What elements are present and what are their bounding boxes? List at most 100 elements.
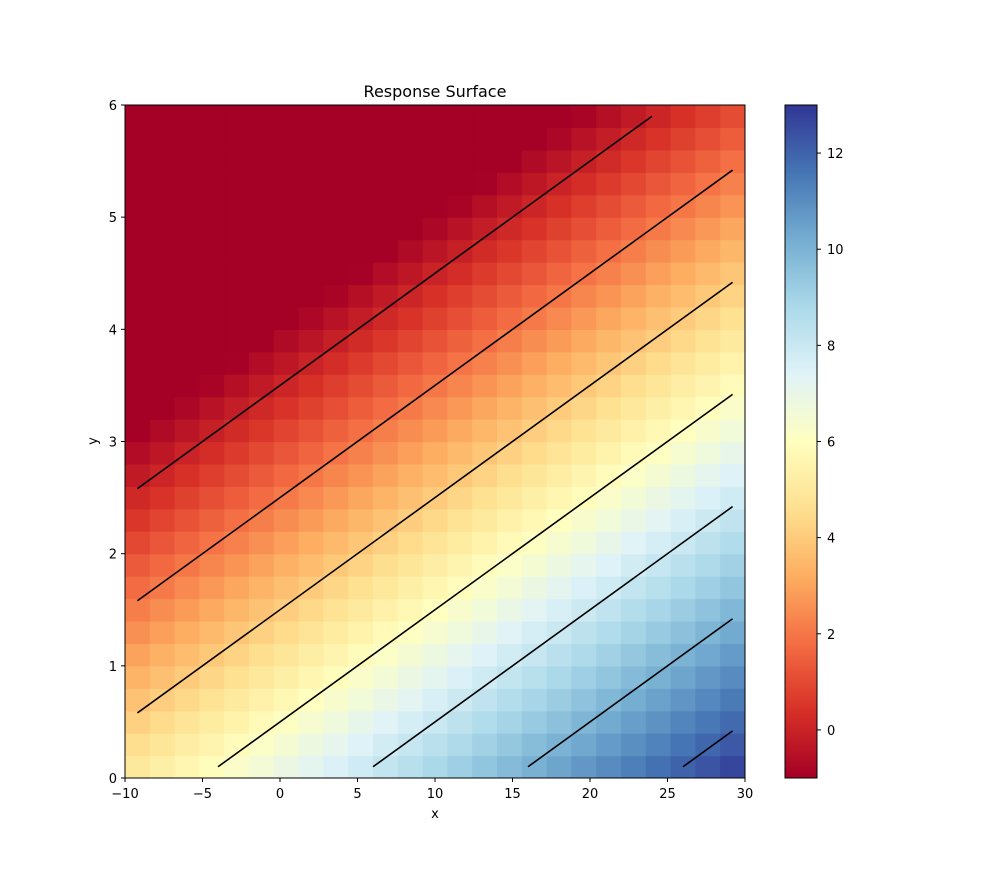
heatmap-cell: [546, 262, 572, 286]
heatmap-cell: [149, 710, 176, 734]
heatmap-cell: [645, 127, 672, 151]
heatmap-cell: [125, 710, 151, 734]
heatmap-cell: [447, 688, 473, 712]
heatmap-cell: [249, 239, 275, 263]
heatmap-cell: [447, 351, 473, 375]
heatmap-cell: [670, 665, 696, 689]
heatmap-cell: [571, 688, 597, 712]
heatmap-cell: [472, 576, 498, 600]
heatmap-cell: [397, 374, 424, 398]
heatmap-cell: [373, 486, 399, 510]
heatmap-cell: [521, 576, 548, 600]
heatmap-cell: [670, 441, 696, 465]
heatmap-cell: [323, 306, 349, 330]
heatmap-cell: [546, 306, 572, 330]
heatmap-cell: [521, 396, 548, 420]
heatmap-cell: [447, 755, 473, 778]
heatmap-cell: [621, 172, 647, 196]
heatmap-cell: [224, 710, 250, 734]
heatmap-cell: [447, 262, 473, 286]
heatmap-cell: [521, 486, 548, 510]
heatmap-cell: [720, 194, 745, 218]
heatmap-cell: [149, 262, 176, 286]
heatmap-cell: [695, 576, 721, 600]
heatmap-cell: [621, 733, 647, 757]
heatmap-cell: [621, 688, 647, 712]
heatmap-cell: [621, 531, 647, 555]
heatmap-cell: [199, 643, 225, 667]
heatmap-cell: [621, 710, 647, 734]
heatmap-cell: [174, 419, 200, 443]
heatmap-cell: [497, 351, 523, 375]
heatmap-cell: [695, 374, 721, 398]
heatmap-cell: [472, 149, 498, 173]
heatmap-cell: [447, 329, 473, 353]
x-axis-label: x: [431, 807, 439, 822]
heatmap-cell: [373, 733, 399, 757]
heatmap-cell: [373, 194, 399, 218]
x-tick-label: 20: [582, 787, 599, 802]
heatmap-cell: [546, 643, 572, 667]
heatmap-cell: [447, 576, 473, 600]
x-axis: −10 −5 0 5 10 15 20 25 30: [111, 778, 753, 802]
heatmap-cell: [497, 643, 523, 667]
heatmap-cell: [249, 643, 275, 667]
heatmap-cell: [397, 105, 424, 129]
heatmap-cell: [596, 374, 622, 398]
heatmap-cell: [397, 531, 424, 555]
heatmap-cell: [670, 149, 696, 173]
heatmap-cell: [521, 441, 548, 465]
heatmap-cell: [472, 374, 498, 398]
heatmap-cell: [125, 172, 151, 196]
heatmap-cell: [670, 329, 696, 353]
heatmap-cell: [497, 172, 523, 196]
heatmap-cell: [174, 598, 200, 622]
heatmap-cell: [645, 329, 672, 353]
heatmap-cell: [447, 665, 473, 689]
heatmap-cell: [472, 351, 498, 375]
heatmap-cell: [249, 486, 275, 510]
heatmap-cell: [596, 688, 622, 712]
heatmap-cell: [695, 553, 721, 577]
heatmap-cell: [695, 149, 721, 173]
heatmap-cell: [373, 755, 399, 778]
heatmap-cell: [174, 239, 200, 263]
heatmap-cell: [249, 508, 275, 532]
heatmap-cell: [720, 665, 745, 689]
heatmap-cell: [645, 486, 672, 510]
heatmap-cell: [199, 508, 225, 532]
contour-lines: [136, 115, 734, 768]
heatmap-cell: [249, 598, 275, 622]
heatmap-cell: [348, 127, 374, 151]
heatmap-cell: [125, 329, 151, 353]
heatmap-cell: [149, 284, 176, 308]
heatmap-cell: [546, 105, 572, 129]
heatmap-cell: [249, 217, 275, 241]
heatmap-cell: [645, 217, 672, 241]
heatmap-cell: [497, 284, 523, 308]
heatmap-cell: [373, 531, 399, 555]
heatmap-cell: [472, 396, 498, 420]
heatmap-cell: [497, 306, 523, 330]
heatmap-cell: [249, 463, 275, 487]
heatmap-cell: [596, 553, 622, 577]
heatmap-cell: [323, 620, 349, 644]
heatmap-cell: [348, 262, 374, 286]
heatmap-cell: [273, 284, 300, 308]
heatmap-cell: [571, 620, 597, 644]
heatmap-cell: [298, 419, 324, 443]
heatmap-cell: [249, 710, 275, 734]
heatmap-cell: [224, 127, 250, 151]
heatmap-cell: [397, 262, 424, 286]
heatmap-cell: [199, 284, 225, 308]
y-tick-label: 0: [109, 772, 117, 787]
heatmap-cell: [720, 620, 745, 644]
heatmap-cell: [298, 306, 324, 330]
colorbar: [784, 104, 818, 779]
heatmap-cell: [521, 665, 548, 689]
colorbar-tick-label: 6: [827, 436, 835, 451]
heatmap-cell: [497, 688, 523, 712]
heatmap-cell: [149, 553, 176, 577]
heatmap-cell: [571, 217, 597, 241]
heatmap-cell: [348, 665, 374, 689]
